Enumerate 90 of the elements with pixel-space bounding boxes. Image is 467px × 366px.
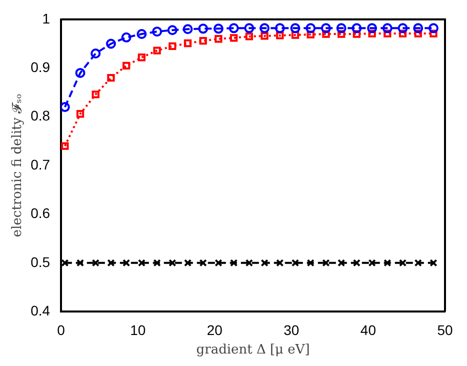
point — [367, 23, 378, 34]
point — [199, 259, 207, 267]
point — [90, 48, 101, 58]
point — [75, 68, 86, 78]
point — [291, 259, 300, 267]
point — [245, 32, 254, 40]
point — [398, 259, 407, 267]
point — [322, 30, 330, 38]
point — [138, 54, 146, 62]
point — [92, 259, 100, 267]
point — [214, 35, 222, 43]
point — [414, 259, 422, 267]
point — [338, 259, 346, 267]
point — [168, 259, 176, 267]
point — [352, 30, 361, 38]
x-tick-label: 50 — [437, 322, 453, 338]
point — [244, 23, 254, 34]
point — [291, 31, 300, 39]
point — [107, 259, 115, 267]
point — [276, 32, 284, 40]
point — [228, 23, 239, 34]
point — [214, 259, 222, 267]
point — [76, 259, 84, 267]
point — [260, 23, 270, 34]
point — [245, 259, 254, 267]
point — [274, 23, 285, 34]
point — [352, 23, 362, 34]
point — [152, 26, 162, 37]
point — [168, 42, 176, 50]
point — [384, 259, 392, 267]
y-tick-label: 0.9 — [30, 58, 50, 75]
point — [230, 34, 238, 42]
point — [382, 23, 392, 34]
point — [92, 90, 100, 98]
point — [136, 29, 147, 40]
point — [153, 46, 161, 54]
point — [322, 259, 330, 267]
point — [121, 32, 132, 42]
point — [184, 259, 192, 267]
x-axis-title: gradient Δ [μ eV] — [196, 342, 310, 358]
y-tick-label: 0.5 — [30, 254, 50, 270]
point — [368, 259, 376, 267]
point — [368, 30, 376, 38]
point — [336, 23, 346, 34]
point — [398, 23, 408, 34]
y-tick-label: 1 — [42, 10, 50, 26]
point — [430, 30, 438, 38]
x-tick-label: 0 — [57, 322, 66, 338]
point — [199, 37, 207, 45]
point — [352, 259, 361, 267]
point — [184, 39, 192, 48]
y-tick-label: 0.8 — [30, 108, 50, 124]
point — [306, 259, 314, 267]
point — [107, 74, 115, 82]
point — [61, 102, 70, 112]
point — [138, 259, 146, 267]
point — [260, 259, 268, 267]
point — [167, 25, 178, 36]
point — [384, 30, 392, 38]
point — [306, 23, 316, 34]
y-axis-title: electronic fi delity 𝓕ₛₒ — [10, 94, 26, 238]
point — [106, 38, 116, 49]
point — [61, 259, 69, 267]
y-tick-label: 0.6 — [30, 205, 50, 222]
point — [276, 259, 284, 267]
point — [320, 23, 331, 34]
x-tick-label: 30 — [284, 322, 300, 338]
point — [260, 32, 268, 40]
x-tick-label: 40 — [360, 322, 376, 338]
point — [290, 23, 300, 34]
x-tick-label: 10 — [130, 322, 146, 338]
y-tick-label: 0.7 — [30, 156, 50, 172]
point — [122, 259, 130, 267]
point — [338, 30, 346, 38]
point — [198, 24, 208, 34]
point — [76, 110, 84, 118]
point — [430, 259, 438, 267]
point — [61, 142, 69, 150]
point — [428, 23, 438, 34]
point — [398, 30, 407, 38]
point — [213, 24, 224, 34]
x-tick-label: 20 — [206, 322, 223, 338]
point — [306, 30, 314, 38]
point — [413, 23, 424, 34]
y-tick-label: 0.4 — [30, 302, 50, 318]
point — [182, 24, 193, 34]
point — [414, 30, 422, 38]
point — [153, 259, 161, 267]
point — [122, 62, 130, 70]
point — [230, 259, 238, 267]
